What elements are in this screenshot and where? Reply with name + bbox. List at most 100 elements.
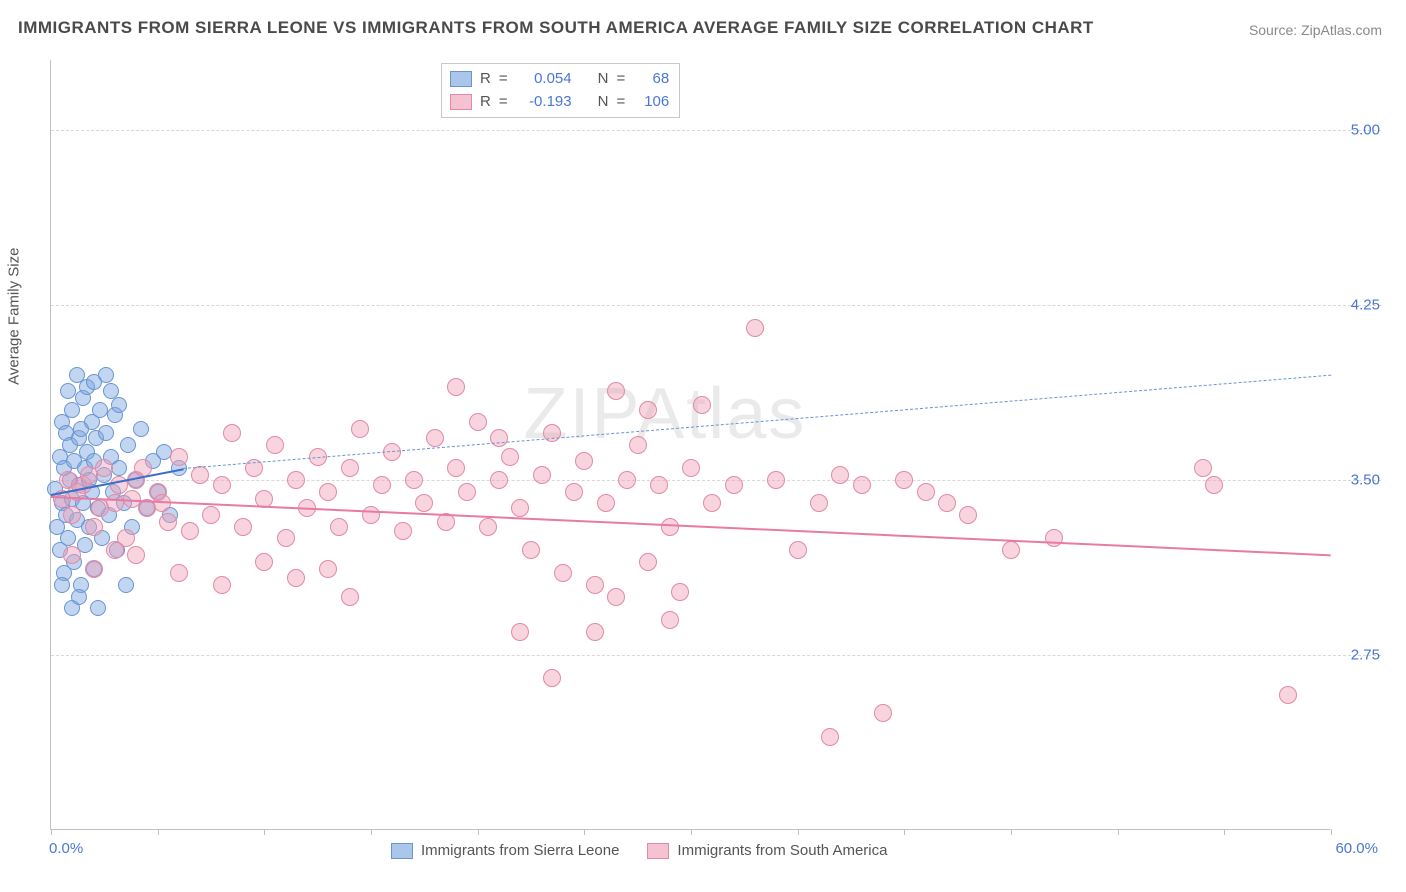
legend-swatch (450, 71, 472, 87)
scatter-point-south_america (789, 541, 807, 559)
scatter-point-south_america (607, 588, 625, 606)
scatter-point-south_america (255, 553, 273, 571)
scatter-point-south_america (543, 424, 561, 442)
scatter-point-south_america (181, 522, 199, 540)
x-tick (1331, 829, 1332, 835)
scatter-point-south_america (693, 396, 711, 414)
stat-n-label: N (598, 91, 609, 114)
scatter-point-sierra_leone (92, 402, 108, 418)
scatter-point-south_america (63, 506, 81, 524)
x-tick (51, 829, 52, 835)
scatter-point-south_america (319, 560, 337, 578)
stat-eq: = (499, 68, 508, 91)
scatter-point-sierra_leone (120, 437, 136, 453)
scatter-point-south_america (106, 541, 124, 559)
scatter-point-south_america (597, 494, 615, 512)
x-tick (691, 829, 692, 835)
scatter-point-south_america (287, 471, 305, 489)
scatter-point-south_america (341, 459, 359, 477)
stat-n-value: 106 (633, 91, 669, 114)
legend-item: Immigrants from South America (647, 842, 887, 859)
scatter-point-south_america (223, 424, 241, 442)
scatter-point-south_america (287, 569, 305, 587)
chart-container: Average Family Size ZIPAtlas R=0.054N=68… (50, 60, 1380, 830)
scatter-point-south_america (607, 382, 625, 400)
scatter-point-south_america (63, 546, 81, 564)
x-tick (264, 829, 265, 835)
scatter-point-south_america (1045, 529, 1063, 547)
scatter-point-sierra_leone (111, 460, 127, 476)
scatter-point-south_america (522, 541, 540, 559)
legend-swatch (450, 94, 472, 110)
x-tick (371, 829, 372, 835)
y-tick-label: 5.00 (1335, 122, 1380, 139)
y-tick-label: 4.25 (1335, 297, 1380, 314)
x-tick (478, 829, 479, 835)
scatter-point-south_america (159, 513, 177, 531)
scatter-point-sierra_leone (90, 600, 106, 616)
scatter-point-south_america (533, 466, 551, 484)
scatter-point-south_america (1002, 541, 1020, 559)
scatter-point-sierra_leone (133, 421, 149, 437)
stat-n-label: N (598, 68, 609, 91)
scatter-point-south_america (80, 466, 98, 484)
gridline (51, 130, 1381, 131)
scatter-point-sierra_leone (71, 589, 87, 605)
scatter-point-south_america (447, 459, 465, 477)
legend-swatch (391, 843, 413, 859)
gridline (51, 655, 1381, 656)
x-tick (798, 829, 799, 835)
scatter-point-south_america (639, 553, 657, 571)
y-tick-label: 3.50 (1335, 472, 1380, 489)
legend-label: Immigrants from South America (677, 842, 887, 859)
gridline (51, 480, 1381, 481)
scatter-point-south_america (458, 483, 476, 501)
scatter-point-south_america (586, 623, 604, 641)
scatter-point-south_america (959, 506, 977, 524)
scatter-point-south_america (277, 529, 295, 547)
scatter-point-south_america (85, 518, 103, 536)
x-tick (1224, 829, 1225, 835)
legend-bottom: Immigrants from Sierra Leone Immigrants f… (391, 842, 887, 859)
legend-label: Immigrants from Sierra Leone (421, 842, 619, 859)
x-tick (584, 829, 585, 835)
stat-r-value: -0.193 (516, 91, 572, 114)
scatter-point-south_america (319, 483, 337, 501)
scatter-point-south_america (1205, 476, 1223, 494)
scatter-point-south_america (746, 319, 764, 337)
scatter-point-south_america (917, 483, 935, 501)
scatter-point-south_america (831, 466, 849, 484)
stat-r-label: R (480, 91, 491, 114)
scatter-point-south_america (373, 476, 391, 494)
stat-eq: = (616, 68, 625, 91)
scatter-point-south_america (725, 476, 743, 494)
scatter-point-south_america (351, 420, 369, 438)
plot-area: ZIPAtlas R=0.054N=68R=-0.193N=106 Immigr… (50, 60, 1330, 830)
scatter-point-sierra_leone (118, 577, 134, 593)
scatter-point-sierra_leone (111, 397, 127, 413)
scatter-point-south_america (565, 483, 583, 501)
scatter-point-south_america (213, 476, 231, 494)
scatter-point-south_america (202, 506, 220, 524)
scatter-point-south_america (703, 494, 721, 512)
source-attribution: Source: ZipAtlas.com (1249, 22, 1382, 38)
scatter-point-south_america (341, 588, 359, 606)
scatter-point-south_america (405, 471, 423, 489)
stat-eq: = (499, 91, 508, 114)
scatter-point-south_america (543, 669, 561, 687)
scatter-point-sierra_leone (54, 577, 70, 593)
scatter-point-south_america (85, 560, 103, 578)
scatter-point-south_america (501, 448, 519, 466)
scatter-point-south_america (810, 494, 828, 512)
scatter-point-south_america (415, 494, 433, 512)
scatter-point-south_america (191, 466, 209, 484)
scatter-point-south_america (895, 471, 913, 489)
scatter-point-south_america (490, 429, 508, 447)
scatter-point-south_america (91, 499, 109, 517)
scatter-point-south_america (511, 499, 529, 517)
scatter-point-south_america (554, 564, 572, 582)
scatter-point-south_america (266, 436, 284, 454)
scatter-point-south_america (1194, 459, 1212, 477)
watermark: ZIPAtlas (524, 373, 807, 455)
scatter-point-south_america (586, 576, 604, 594)
